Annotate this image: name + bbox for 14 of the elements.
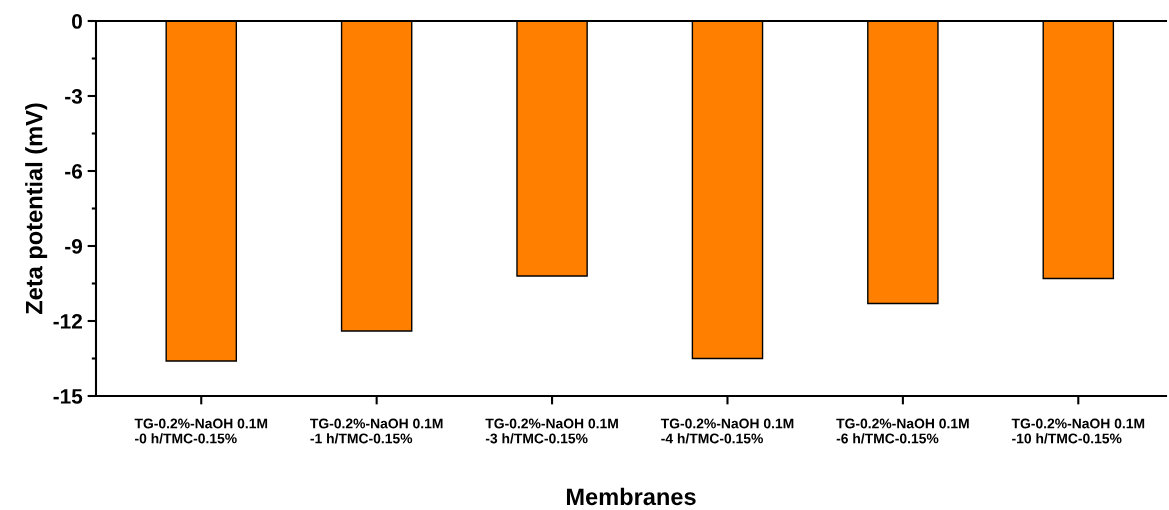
x-tick-label: TG-0.2%-NaOH 0.1M -10 h/TMC-0.15% (1011, 418, 1145, 444)
y-axis-title: Zeta potential (mV) (25, 103, 48, 315)
y-tick-label: -6 (65, 164, 83, 179)
y-tick-label: -9 (65, 239, 83, 254)
x-tick-label: TG-0.2%-NaOH 0.1M -6 h/TMC-0.15% (836, 418, 969, 444)
x-tick-label: TG-0.2%-NaOH 0.1M -0 h/TMC-0.15% (134, 418, 268, 444)
y-tick-label: 0 (72, 14, 82, 29)
x-axis-title: Membranes (566, 487, 696, 506)
y-tick-label: -3 (65, 89, 83, 104)
y-tick-label: -15 (53, 389, 83, 404)
x-tick-label: TG-0.2%-NaOH 0.1M -4 h/TMC-0.15% (660, 418, 794, 444)
x-tick-label: TG-0.2%-NaOH 0.1M -3 h/TMC-0.15% (485, 418, 618, 444)
x-tick-label: TG-0.2%-NaOH 0.1M -1 h/TMC-0.15% (310, 418, 443, 444)
y-tick-label: -12 (53, 314, 82, 329)
